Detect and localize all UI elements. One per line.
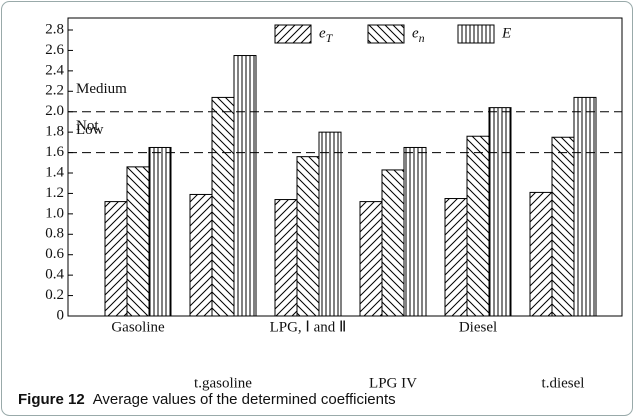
bar: [233, 55, 257, 317]
y-tick-label: 2.8: [45, 21, 64, 37]
y-tick-label: 0.4: [45, 267, 64, 283]
bar: [126, 166, 150, 317]
x-tick-label: LPG, Ⅰ and Ⅱ: [270, 319, 347, 335]
x-tick-label: Gasoline: [111, 319, 165, 335]
legend-swatch: [367, 24, 405, 44]
y-tick-label: 0: [57, 307, 65, 323]
bar: [211, 96, 235, 317]
legend-label: en: [412, 25, 425, 44]
y-tick-label: 0.8: [45, 226, 64, 242]
base-label: Not: [76, 118, 99, 134]
threshold-label: Medium: [76, 81, 127, 97]
bar: [444, 198, 468, 317]
bar: [488, 107, 512, 317]
legend-label: eT: [319, 25, 334, 44]
bar: [573, 96, 597, 317]
y-tick-label: 1.6: [45, 144, 64, 160]
y-tick-label: 2.0: [45, 103, 64, 119]
caption: Figure 12 Average values of the determine…: [18, 391, 396, 408]
bar: [359, 201, 383, 317]
y-tick-label: 2.4: [45, 62, 64, 78]
caption-part: Figure 12: [18, 391, 85, 408]
bar: [381, 169, 405, 317]
bar: [466, 135, 490, 317]
bar: [551, 136, 575, 317]
plot-frame: [67, 17, 623, 317]
bar: [274, 199, 298, 317]
y-tick-label: 2.6: [45, 42, 64, 58]
bar: [318, 131, 342, 317]
bar: [148, 146, 172, 317]
y-tick-label: 1.0: [45, 205, 64, 221]
bar: [529, 191, 553, 317]
caption-part: Average values of the determined coeffic…: [93, 391, 396, 408]
y-tick-label: 0.2: [45, 287, 64, 303]
y-tick-label: 2.2: [45, 83, 64, 99]
bar: [296, 156, 320, 317]
x-tick-label: LPG IV: [369, 375, 417, 391]
legend-swatch: [457, 24, 495, 44]
legend-swatch: [274, 24, 312, 44]
y-tick-label: 0.6: [45, 246, 64, 262]
y-tick-label: 1.2: [45, 185, 64, 201]
x-tick-label: t.gasoline: [194, 375, 252, 391]
y-tick-label: 1.4: [45, 164, 64, 180]
y-tick-label: 1.8: [45, 124, 64, 140]
legend-label: E: [501, 25, 511, 41]
bar: [189, 193, 213, 317]
bar: [104, 201, 128, 317]
threshold-label: Low: [76, 122, 104, 138]
x-tick-label: Diesel: [459, 319, 497, 335]
x-tick-label: t.diesel: [542, 375, 585, 391]
bar: [403, 146, 427, 317]
